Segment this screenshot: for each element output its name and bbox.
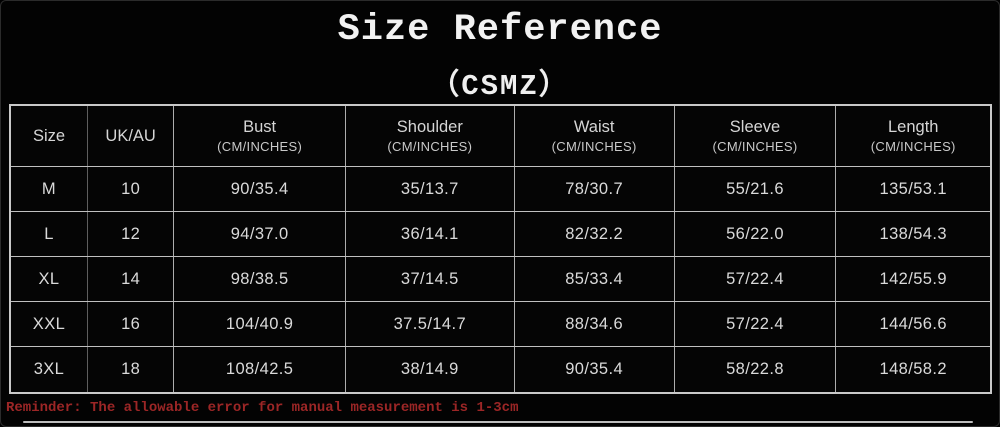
table-cell: 85/33.4 (513, 256, 675, 303)
header-unit-label: (CM/INCHES) (870, 139, 956, 154)
table-cell: 37/14.5 (344, 256, 515, 303)
header-cell-uk-au: UK/AU (86, 104, 175, 167)
brand-subtitle: （CSMZ） (430, 70, 570, 103)
size-table: Size UK/AU Bust (CM/INCHES) Shoulder (CM/INCH… (9, 104, 992, 394)
table-cell: 135/53.1 (835, 165, 992, 213)
size-table-container: Size UK/AU Bust (CM/INCHES) Shoulder (CM/INCH… (9, 104, 992, 394)
header-unit-label: (CM/INCHES) (387, 139, 473, 154)
header-label: Size (32, 126, 66, 145)
header-label: UK/AU (105, 126, 156, 145)
table-cell: 36/14.1 (344, 211, 515, 258)
table-cell: XL (9, 256, 88, 303)
table-cell: 16 (86, 301, 175, 348)
table-cell: 57/22.4 (673, 301, 837, 348)
table-cell: M (9, 165, 88, 213)
table-cell: 37.5/14.7 (344, 301, 515, 348)
table-cell: 104/40.9 (173, 301, 346, 348)
header-unit-label: (CM/INCHES) (712, 139, 798, 154)
table-cell: 57/22.4 (673, 256, 837, 303)
table-cell: 10 (86, 165, 175, 213)
table-cell: 98/38.5 (173, 256, 346, 303)
header-cell-bust: Bust (CM/INCHES) (173, 104, 346, 167)
table-cell: 94/37.0 (173, 211, 346, 258)
table-cell: 55/21.6 (673, 165, 837, 213)
bottom-edge-divider (23, 420, 973, 423)
header-unit-label: (CM/INCHES) (551, 139, 637, 154)
header-label: Length (887, 118, 939, 136)
header-label: Waist (573, 118, 615, 136)
header-cell-length: Length (CM/INCHES) (835, 104, 992, 167)
table-cell: 144/56.6 (835, 301, 992, 348)
table-cell: 88/34.6 (513, 301, 675, 348)
table-cell: 90/35.4 (173, 165, 346, 213)
header-label: Bust (243, 118, 277, 136)
table-cell: 58/22.8 (673, 346, 837, 394)
size-table-body: M 10 90/35.4 35/13.7 78/30.7 55/21.6 135/53.1 L… (9, 165, 992, 394)
header-label: Sleeve (729, 118, 781, 136)
table-cell: L (9, 211, 88, 258)
measurement-error-reminder: Reminder: The allowable error for manual… (6, 400, 519, 416)
header-cell-waist: Waist (CM/INCHES) (513, 104, 675, 167)
table-cell: 90/35.4 (513, 346, 675, 394)
table-cell: XXL (9, 301, 88, 348)
table-row-size-m: M 10 90/35.4 35/13.7 78/30.7 55/21.6 135/53.1 (9, 165, 992, 213)
table-row-size-xl: XL 14 98/38.5 37/14.5 85/33.4 57/22.4 142/55.9 (9, 256, 992, 303)
table-cell: 82/32.2 (513, 211, 675, 258)
table-row-size-3xl: 3XL 18 108/42.5 38/14.9 90/35.4 58/22.8 148/58… (9, 346, 992, 394)
table-cell: 18 (86, 346, 175, 394)
table-cell: 142/55.9 (835, 256, 992, 303)
table-cell: 14 (86, 256, 175, 303)
size-table-header: Size UK/AU Bust (CM/INCHES) Shoulder (CM/INCH… (9, 104, 992, 167)
table-cell: 56/22.0 (673, 211, 837, 258)
page-title: Size Reference (337, 9, 663, 51)
table-row-size-xxl: XXL 16 104/40.9 37.5/14.7 88/34.6 57/22.4 144/… (9, 301, 992, 348)
header-cell-size: Size (9, 104, 88, 167)
table-cell: 138/54.3 (835, 211, 992, 258)
table-cell: 148/58.2 (835, 346, 992, 394)
header-label: Shoulder (396, 118, 463, 136)
table-cell: 35/13.7 (344, 165, 515, 213)
header-unit-label: (CM/INCHES) (217, 139, 303, 154)
table-cell: 78/30.7 (513, 165, 675, 213)
table-cell: 108/42.5 (173, 346, 346, 394)
table-row-size-l: L 12 94/37.0 36/14.1 82/32.2 56/22.0 138/54.3 (9, 211, 992, 258)
header-cell-shoulder: Shoulder (CM/INCHES) (344, 104, 515, 167)
table-cell: 38/14.9 (344, 346, 515, 394)
header-row: Size UK/AU Bust (CM/INCHES) Shoulder (CM/INCH… (9, 104, 992, 167)
table-cell: 12 (86, 211, 175, 258)
header-cell-sleeve: Sleeve (CM/INCHES) (673, 104, 837, 167)
table-cell: 3XL (9, 346, 88, 394)
